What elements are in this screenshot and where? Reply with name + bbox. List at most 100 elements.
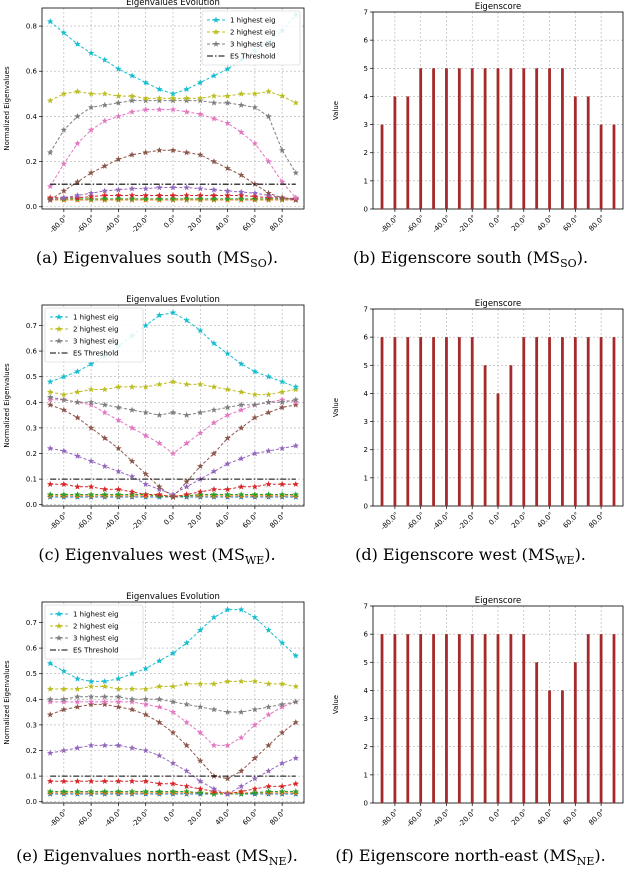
data-point — [60, 698, 68, 705]
data-point — [210, 195, 218, 202]
data-point — [60, 447, 68, 454]
y-tick-label: 2 — [364, 446, 368, 454]
data-point — [156, 85, 163, 93]
eigenscore-bar — [548, 690, 551, 803]
data-point — [251, 391, 259, 398]
data-point — [74, 414, 81, 421]
data-point — [210, 186, 218, 193]
x-tick-label: -20.0° — [457, 808, 478, 829]
legend: 1 highest eig 2 highest eig 3 highest eig E… — [201, 10, 301, 66]
data-point — [87, 491, 95, 498]
eigenscore-bar — [548, 337, 551, 506]
data-point — [142, 685, 149, 692]
data-point — [128, 777, 136, 784]
data-point — [278, 703, 286, 710]
data-point — [87, 386, 95, 393]
data-point — [224, 741, 231, 749]
data-point — [156, 683, 163, 690]
data-point — [278, 398, 286, 406]
eigenscore-bar — [509, 68, 513, 210]
eigenscore-bar — [535, 68, 539, 210]
eigenscore-bar — [612, 124, 616, 209]
y-tick-label: 5 — [364, 362, 368, 370]
data-point — [169, 184, 177, 191]
data-point — [46, 660, 54, 667]
data-point — [224, 775, 231, 782]
y-axis-label: Normalized Eigenvalues — [3, 66, 11, 151]
data-point — [238, 171, 245, 178]
data-point — [128, 706, 136, 713]
data-point — [169, 788, 177, 795]
data-point — [238, 424, 245, 431]
data-point — [60, 187, 68, 194]
data-point — [210, 99, 218, 106]
chart-panel-e: 0.0 0.1 0.2 0.3 0.4 0.5 0.6 0.7 -80.0° -60.0° -40.… — [0, 592, 314, 868]
data-point — [74, 698, 81, 705]
data-point — [238, 128, 245, 135]
data-point — [128, 744, 136, 751]
legend: 1 highest eig 2 highest eig 3 highest eig E… — [44, 604, 144, 660]
eigenscore-bar — [561, 68, 564, 210]
y-tick-label: 0.6 — [26, 645, 38, 653]
data-point — [74, 192, 81, 199]
data-point — [265, 626, 272, 633]
data-point — [238, 708, 245, 715]
data-point — [156, 439, 163, 447]
data-point — [238, 790, 245, 797]
data-point — [292, 99, 300, 106]
data-point — [74, 140, 81, 147]
y-tick-label: 0.5 — [26, 670, 37, 678]
y-tick-label: 0.8 — [26, 23, 37, 31]
data-point — [224, 187, 231, 194]
data-point — [115, 195, 122, 202]
data-point — [74, 452, 81, 459]
data-point — [251, 368, 259, 375]
data-point — [169, 708, 177, 715]
legend-label: 1 highest eig — [73, 611, 119, 619]
data-point — [46, 711, 54, 718]
y-tick-label: 4 — [364, 93, 369, 101]
eigenscore-bar — [535, 662, 539, 803]
data-point — [251, 785, 259, 792]
legend-marker — [212, 28, 220, 35]
data-point — [74, 703, 81, 710]
data-point — [278, 639, 286, 646]
data-point — [46, 749, 54, 756]
data-point — [128, 72, 136, 79]
data-point — [101, 777, 108, 784]
data-point — [292, 788, 300, 795]
data-point — [197, 380, 204, 388]
data-point — [101, 741, 108, 749]
y-tick-label: 1 — [364, 177, 368, 185]
data-point — [142, 409, 149, 416]
chart-title: Eigenscore — [475, 2, 522, 12]
data-point — [292, 386, 300, 393]
data-point — [101, 788, 108, 795]
data-point — [278, 680, 286, 687]
data-point — [278, 388, 286, 395]
x-tick-label: 40.0° — [214, 511, 233, 530]
data-point — [251, 721, 259, 728]
data-point — [101, 101, 108, 108]
y-tick-label: 0.0 — [26, 203, 37, 211]
x-tick-label: -80.0° — [379, 511, 400, 532]
x-tick-label: 60.0° — [562, 808, 581, 827]
data-point — [101, 485, 108, 493]
y-tick-label: 0.7 — [26, 619, 37, 627]
data-point — [210, 788, 218, 795]
data-point — [238, 406, 245, 413]
data-point — [278, 782, 286, 790]
y-tick-label: 0 — [364, 206, 368, 214]
data-point — [60, 160, 68, 167]
eigenscore-bar — [586, 337, 590, 506]
data-point — [169, 450, 177, 457]
eigenscore-bar — [432, 634, 435, 803]
data-point — [197, 626, 204, 633]
data-point — [210, 340, 218, 347]
eigenscore-bar — [380, 124, 384, 209]
data-point — [210, 192, 218, 199]
data-point — [238, 192, 245, 199]
data-point — [265, 711, 272, 718]
data-point — [101, 162, 108, 169]
data-point — [128, 424, 136, 431]
